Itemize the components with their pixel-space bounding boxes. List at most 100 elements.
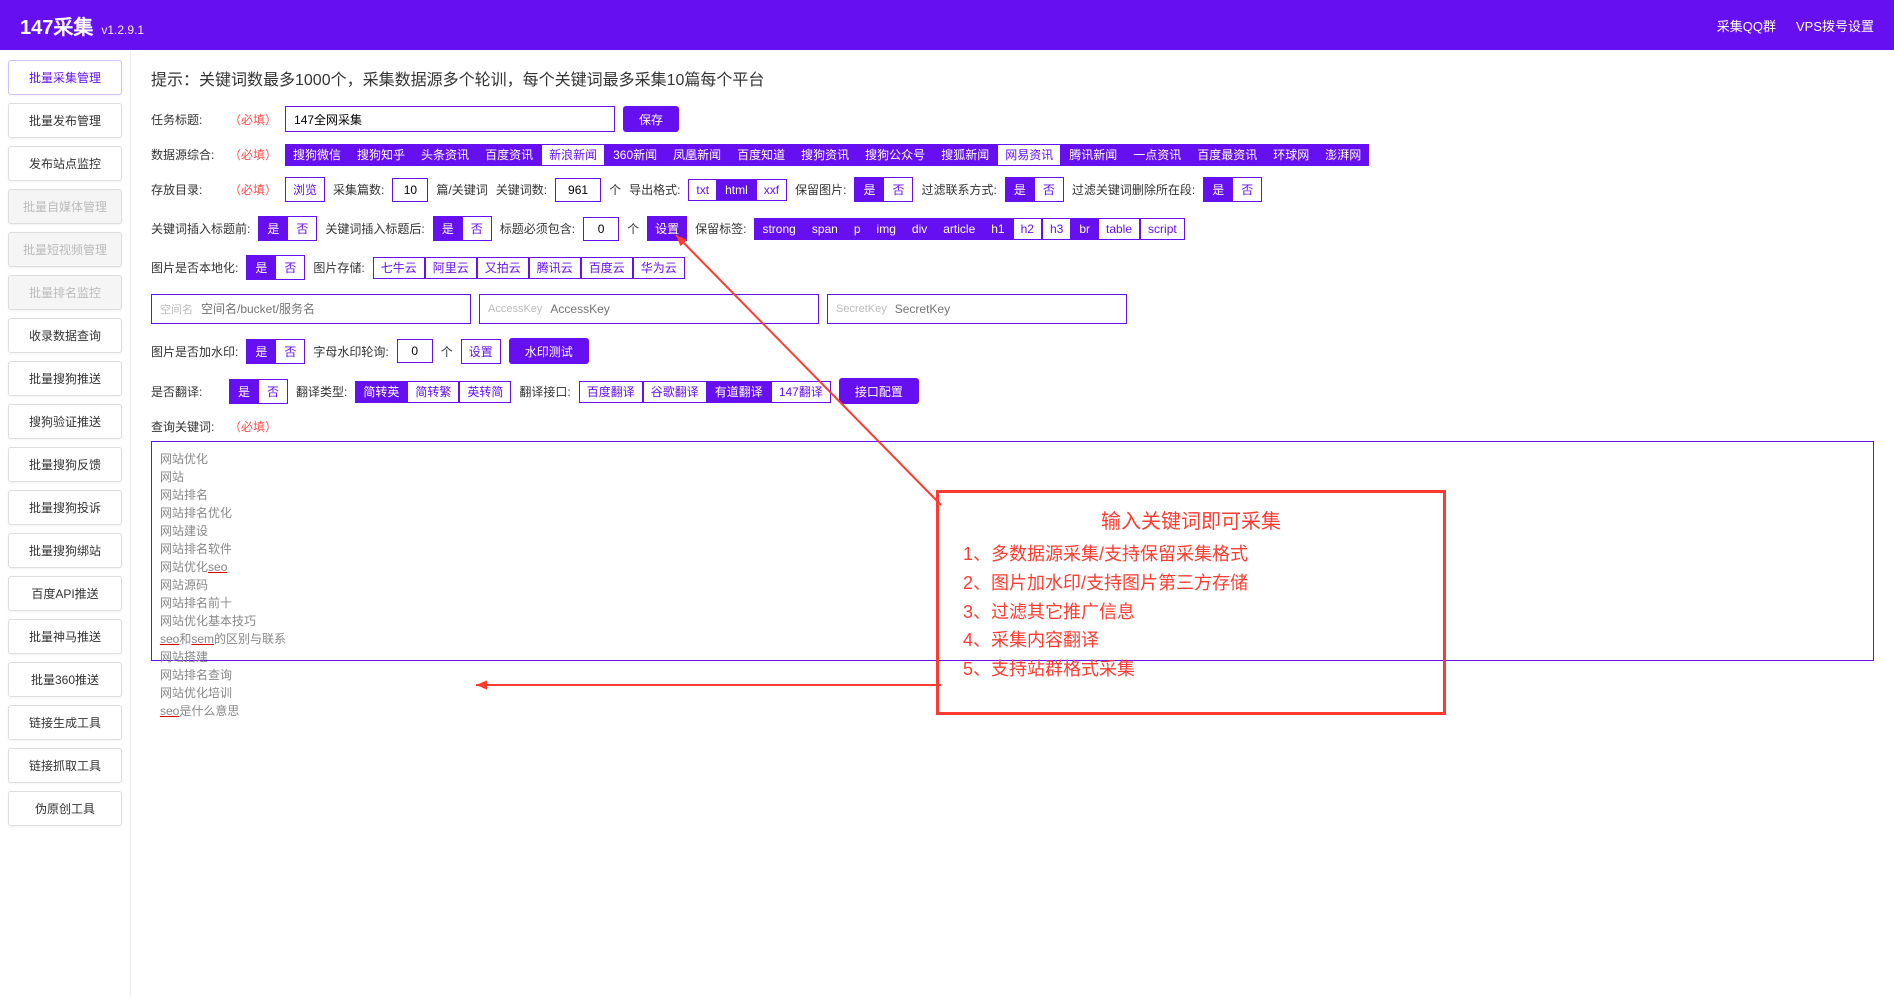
img-provider-2[interactable]: 又拍云 — [477, 257, 529, 279]
sidebar-item-2[interactable]: 发布站点监控 — [8, 146, 122, 181]
trans-type-2[interactable]: 英转简 — [459, 381, 511, 403]
toggle-translate[interactable]: 是 否 — [229, 379, 288, 404]
source-opt-16[interactable]: 澎湃网 — [1317, 144, 1369, 166]
kw-pre-yes[interactable]: 是 — [258, 216, 287, 241]
img-provider-0[interactable]: 七牛云 — [373, 257, 425, 279]
filter-contact-yes[interactable]: 是 — [1005, 177, 1034, 202]
export-opt-2[interactable]: xxf — [756, 179, 787, 201]
source-opt-11[interactable]: 网易资讯 — [997, 144, 1061, 166]
export-opt-1[interactable]: html — [717, 179, 756, 201]
title-must-set-button[interactable]: 设置 — [647, 216, 687, 241]
input-accesskey[interactable] — [550, 302, 810, 316]
source-opt-10[interactable]: 搜狐新闻 — [933, 144, 997, 166]
keep-img-no[interactable]: 否 — [883, 177, 913, 202]
sidebar-item-7[interactable]: 批量搜狗推送 — [8, 361, 122, 396]
toggle-kw-pre[interactable]: 是 否 — [258, 216, 317, 241]
source-opt-4[interactable]: 新浪新闻 — [541, 144, 605, 166]
keep-tag-9[interactable]: br — [1071, 218, 1098, 240]
save-button[interactable]: 保存 — [623, 106, 679, 132]
sidebar-item-15[interactable]: 链接生成工具 — [8, 705, 122, 740]
source-opt-6[interactable]: 凤凰新闻 — [665, 144, 729, 166]
wm-set-button[interactable]: 设置 — [461, 339, 501, 364]
input-task-title[interactable] — [285, 106, 615, 132]
toggle-watermark[interactable]: 是 否 — [246, 339, 305, 364]
input-secretkey[interactable] — [895, 302, 1118, 316]
export-opt-0[interactable]: txt — [688, 179, 717, 201]
img-provider-1[interactable]: 阿里云 — [425, 257, 477, 279]
keep-tag-8[interactable]: h3 — [1042, 218, 1071, 240]
source-opt-1[interactable]: 搜狗知乎 — [349, 144, 413, 166]
toggle-filter-kw[interactable]: 是 否 — [1203, 177, 1262, 202]
filter-kw-no[interactable]: 否 — [1232, 177, 1262, 202]
keep-tag-4[interactable]: div — [904, 218, 935, 240]
kw-post-yes[interactable]: 是 — [433, 216, 462, 241]
keep-tag-11[interactable]: script — [1140, 218, 1185, 240]
input-title-must[interactable] — [583, 217, 619, 241]
trans-api-1[interactable]: 谷歌翻译 — [643, 381, 707, 403]
trans-api-2[interactable]: 有道翻译 — [707, 381, 771, 403]
sidebar-item-12[interactable]: 百度API推送 — [8, 576, 122, 611]
trans-api-3[interactable]: 147翻译 — [771, 381, 831, 403]
img-local-yes[interactable]: 是 — [246, 255, 275, 280]
img-provider-5[interactable]: 华为云 — [633, 257, 685, 279]
source-opt-9[interactable]: 搜狗公众号 — [857, 144, 933, 166]
translate-yes[interactable]: 是 — [229, 379, 258, 404]
sidebar-item-8[interactable]: 搜狗验证推送 — [8, 404, 122, 439]
source-opt-5[interactable]: 360新闻 — [605, 144, 665, 166]
sidebar-item-6[interactable]: 收录数据查询 — [8, 318, 122, 353]
img-provider-4[interactable]: 百度云 — [581, 257, 633, 279]
sidebar-item-14[interactable]: 批量360推送 — [8, 662, 122, 697]
toggle-keep-img[interactable]: 是 否 — [854, 177, 913, 202]
link-vps-dial[interactable]: VPS拨号设置 — [1796, 16, 1874, 35]
source-opt-8[interactable]: 搜狗资讯 — [793, 144, 857, 166]
keep-tag-6[interactable]: h1 — [983, 218, 1012, 240]
source-opt-14[interactable]: 百度最资讯 — [1189, 144, 1265, 166]
trans-type-0[interactable]: 简转英 — [355, 381, 407, 403]
keep-tag-7[interactable]: h2 — [1013, 218, 1042, 240]
source-opt-12[interactable]: 腾讯新闻 — [1061, 144, 1125, 166]
browse-button[interactable]: 浏览 — [285, 177, 325, 202]
trans-type-1[interactable]: 简转繁 — [407, 381, 459, 403]
input-collect-count[interactable] — [392, 178, 428, 202]
sidebar-item-0[interactable]: 批量采集管理 — [8, 60, 122, 95]
link-qq-group[interactable]: 采集QQ群 — [1717, 16, 1776, 35]
keep-tag-3[interactable]: img — [869, 218, 904, 240]
keep-img-yes[interactable]: 是 — [854, 177, 883, 202]
trans-api-0[interactable]: 百度翻译 — [579, 381, 643, 403]
sidebar-item-17[interactable]: 伪原创工具 — [8, 791, 122, 826]
wm-test-button[interactable]: 水印测试 — [509, 338, 589, 364]
source-opt-3[interactable]: 百度资讯 — [477, 144, 541, 166]
img-provider-3[interactable]: 腾讯云 — [529, 257, 581, 279]
input-wm-rotate[interactable] — [397, 339, 433, 363]
api-config-button[interactable]: 接口配置 — [839, 378, 919, 404]
img-local-no[interactable]: 否 — [275, 255, 305, 280]
source-opt-0[interactable]: 搜狗微信 — [285, 144, 349, 166]
sidebar-item-11[interactable]: 批量搜狗绑站 — [8, 533, 122, 568]
filter-contact-no[interactable]: 否 — [1034, 177, 1064, 202]
input-bucket[interactable] — [201, 302, 462, 316]
watermark-yes[interactable]: 是 — [246, 339, 275, 364]
keep-tag-2[interactable]: p — [846, 218, 869, 240]
toggle-kw-post[interactable]: 是 否 — [433, 216, 492, 241]
toggle-filter-contact[interactable]: 是 否 — [1005, 177, 1064, 202]
sidebar-item-13[interactable]: 批量神马推送 — [8, 619, 122, 654]
filter-kw-yes[interactable]: 是 — [1203, 177, 1232, 202]
keep-tag-5[interactable]: article — [935, 218, 983, 240]
translate-no[interactable]: 否 — [258, 379, 288, 404]
watermark-no[interactable]: 否 — [275, 339, 305, 364]
toggle-img-local[interactable]: 是 否 — [246, 255, 305, 280]
source-opt-13[interactable]: 一点资讯 — [1125, 144, 1189, 166]
sidebar-item-16[interactable]: 链接抓取工具 — [8, 748, 122, 783]
kw-post-no[interactable]: 否 — [462, 216, 492, 241]
kw-pre-no[interactable]: 否 — [287, 216, 317, 241]
sidebar-item-10[interactable]: 批量搜狗投诉 — [8, 490, 122, 525]
sidebar-item-9[interactable]: 批量搜狗反馈 — [8, 447, 122, 482]
input-kw-count[interactable] — [555, 178, 601, 202]
sidebar-item-1[interactable]: 批量发布管理 — [8, 103, 122, 138]
keep-tag-0[interactable]: strong — [754, 218, 803, 240]
keep-tag-10[interactable]: table — [1098, 218, 1140, 240]
keep-tag-1[interactable]: span — [804, 218, 846, 240]
source-opt-2[interactable]: 头条资讯 — [413, 144, 477, 166]
source-opt-7[interactable]: 百度知道 — [729, 144, 793, 166]
source-opt-15[interactable]: 环球网 — [1265, 144, 1317, 166]
